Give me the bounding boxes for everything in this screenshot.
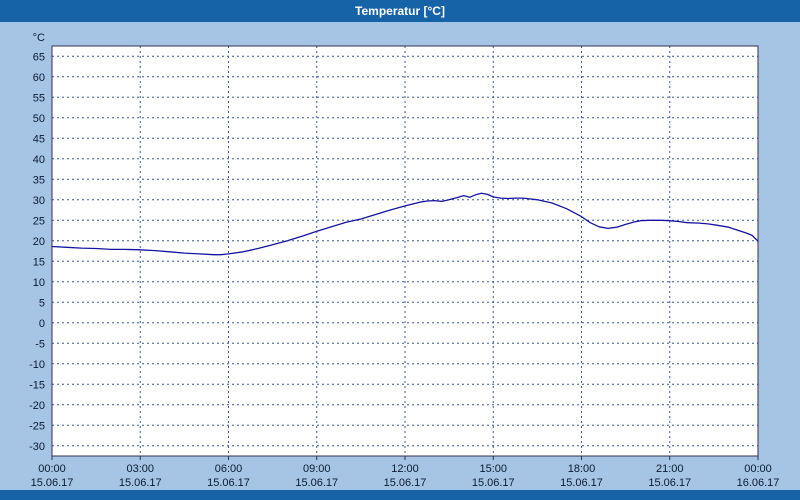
svg-text:15.06.17: 15.06.17 [560,477,603,489]
svg-text:15.06.17: 15.06.17 [384,477,427,489]
svg-text:-20: -20 [29,400,45,412]
svg-text:50: 50 [33,113,45,125]
svg-text:03:00: 03:00 [126,463,154,475]
svg-text:06:00: 06:00 [215,463,243,475]
svg-text:15.06.17: 15.06.17 [119,477,162,489]
svg-text:15.06.17: 15.06.17 [648,477,691,489]
svg-text:15.06.17: 15.06.17 [295,477,338,489]
svg-text:15:00: 15:00 [479,463,507,475]
svg-text:25: 25 [33,215,45,227]
svg-text:45: 45 [33,133,45,145]
svg-text:5: 5 [39,297,45,309]
svg-text:15.06.17: 15.06.17 [472,477,515,489]
svg-text:12:00: 12:00 [391,463,419,475]
svg-text:09:00: 09:00 [303,463,331,475]
svg-text:-25: -25 [29,420,45,432]
svg-text:-10: -10 [29,359,45,371]
svg-text:0: 0 [39,318,45,330]
svg-text:10: 10 [33,277,45,289]
svg-text:-30: -30 [29,441,45,453]
chart-container: -30 -25 -20 -15 -10 -5 0 5 10 15 20 25 30 35 40 45 50 55 6… [0,22,800,490]
temperature-chart: -30 -25 -20 -15 -10 -5 0 5 10 15 20 25 30 35 40 45 50 55 6… [29,32,780,489]
svg-text:15.06.17: 15.06.17 [207,477,250,489]
svg-text:55: 55 [33,92,45,104]
svg-text:15: 15 [33,256,45,268]
svg-text:35: 35 [33,174,45,186]
svg-text:16.06.17: 16.06.17 [737,477,780,489]
svg-text:-15: -15 [29,379,45,391]
window-titlebar: Temperatur [°C] [0,0,800,22]
window-title: Temperatur [°C] [355,4,445,18]
svg-text:18:00: 18:00 [568,463,596,475]
svg-text:15.06.17: 15.06.17 [31,477,74,489]
svg-text:30: 30 [33,195,45,207]
svg-text:°C: °C [33,32,45,44]
svg-text:-5: -5 [35,338,45,350]
svg-text:40: 40 [33,154,45,166]
svg-text:21:00: 21:00 [656,463,684,475]
svg-text:60: 60 [33,72,45,84]
svg-text:20: 20 [33,236,45,248]
svg-text:00:00: 00:00 [744,463,772,475]
svg-text:00:00: 00:00 [38,463,66,475]
svg-text:65: 65 [33,51,45,63]
bottom-bar [0,490,800,500]
